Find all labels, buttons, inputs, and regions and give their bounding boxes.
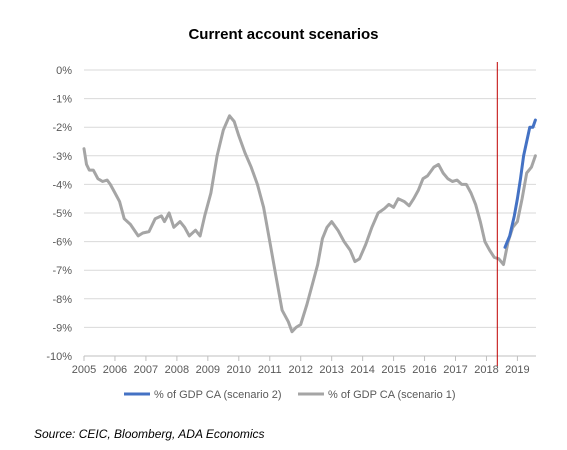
series-line-scenario-1 (82, 114, 537, 334)
chart-title: Current account scenarios (188, 26, 379, 43)
y-tick-label: -7% (52, 265, 72, 277)
source-note: Source: CEIC, Bloomberg, ADA Economics (34, 427, 265, 441)
y-tick-label: -1% (52, 94, 72, 106)
x-tick-label: 2009 (196, 364, 220, 376)
y-tick-label: -8% (52, 294, 72, 306)
y-tick-label: -3% (52, 151, 72, 163)
legend-label: % of GDP CA (scenario 2) (154, 389, 282, 401)
x-tick-label: 2006 (103, 364, 127, 376)
x-tick-label: 2014 (350, 364, 374, 376)
y-tick-label: -2% (52, 122, 72, 134)
x-tick-label: 2018 (474, 364, 498, 376)
y-tick-label: -4% (52, 179, 72, 191)
x-tick-label: 2005 (72, 364, 96, 376)
series-line-scenario-2 (503, 118, 537, 249)
x-tick-label: 2016 (412, 364, 436, 376)
y-tick-label: -9% (52, 322, 72, 334)
x-tick-label: 2012 (288, 364, 312, 376)
x-tick-label: 2011 (258, 364, 282, 376)
y-tick-label: -6% (52, 237, 72, 249)
legend-label: % of GDP CA (scenario 1) (328, 389, 456, 401)
y-tick-label: -5% (52, 208, 72, 220)
x-tick-label: 2013 (319, 364, 343, 376)
y-tick-label: 0% (56, 65, 72, 77)
y-tick-label: -10% (46, 351, 72, 363)
x-tick-label: 2010 (227, 364, 251, 376)
x-tick-label: 2015 (381, 364, 405, 376)
x-tick-label: 2008 (165, 364, 189, 376)
x-tick-label: 2019 (505, 364, 529, 376)
x-tick-label: 2017 (443, 364, 467, 376)
x-tick-label: 2007 (134, 364, 158, 376)
